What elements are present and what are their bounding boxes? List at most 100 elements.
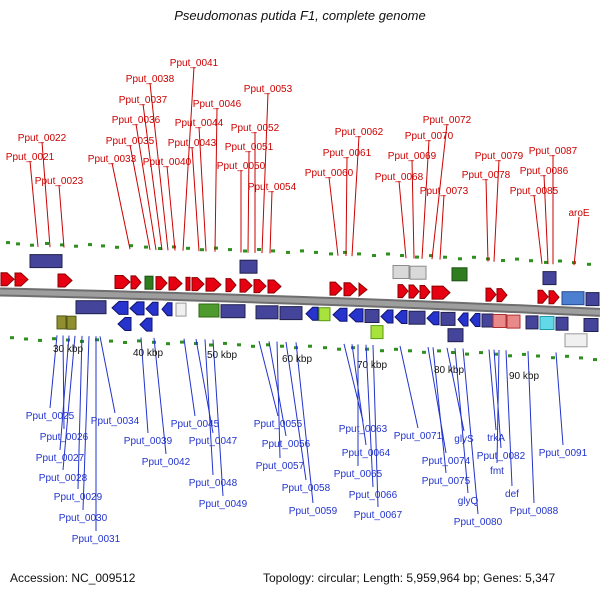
gene-arrow-forward: [14, 272, 29, 287]
tick-mark: [579, 356, 583, 360]
tick-mark: [508, 354, 512, 358]
tick-mark: [337, 347, 341, 351]
gene-arrow-reverse: [139, 317, 153, 332]
gene-label: trkA: [487, 433, 505, 444]
leader-line: [62, 335, 76, 471]
tick-mark: [209, 343, 213, 347]
gene-label: Pput_0040: [143, 157, 192, 168]
gene-arrow-forward: [225, 278, 237, 293]
leader-line: [285, 341, 307, 481]
tick-mark: [6, 241, 10, 245]
tick-mark: [144, 245, 148, 249]
gene-box: [440, 311, 456, 326]
gene-label: Pput_0054: [248, 182, 297, 193]
gene-box: [29, 254, 63, 269]
gene-arrow-forward: [253, 279, 267, 294]
gene-label: fmt: [490, 466, 504, 477]
gene-arrow-reverse: [161, 302, 173, 317]
leader-line: [195, 339, 214, 434]
gene-label: Pput_0026: [40, 432, 89, 443]
gene-arrow-forward: [537, 289, 549, 304]
tick-mark: [180, 340, 184, 344]
gene-label: Pput_0066: [349, 490, 398, 501]
gene-box: [542, 271, 557, 286]
leader-line: [59, 335, 70, 451]
gene-label: Pput_0065: [334, 469, 383, 480]
tick-mark: [501, 259, 505, 262]
leader-line: [247, 150, 250, 253]
gene-box: [561, 291, 585, 306]
scale-label: 70 kbp: [357, 360, 387, 371]
gene-arrow-forward: [267, 279, 282, 294]
gene-label: Pput_0035: [106, 136, 155, 147]
leader-line: [488, 349, 497, 431]
gene-label: Pput_0033: [88, 154, 137, 165]
gene-arrow-forward: [485, 287, 497, 302]
tick-mark: [109, 339, 113, 343]
gene-label: Pput_0074: [422, 456, 471, 467]
gene-box: [525, 315, 539, 330]
leader-line: [462, 348, 479, 515]
gene-arrow-reverse: [332, 307, 348, 322]
leader-line: [543, 174, 549, 265]
leader-line: [191, 146, 200, 252]
gene-arrow-forward: [205, 277, 222, 292]
tick-mark: [129, 244, 133, 248]
gene-arrow-reverse: [457, 312, 469, 327]
tick-mark: [422, 350, 426, 354]
gene-arrow-reverse: [145, 301, 159, 316]
tick-mark: [115, 245, 119, 249]
gene-box: [481, 313, 494, 328]
tick-mark: [166, 342, 170, 346]
scale-label: 40 kbp: [133, 348, 163, 359]
gene-arrow-forward: [431, 285, 451, 300]
tick-mark: [522, 352, 526, 356]
gene-label: Pput_0085: [510, 186, 559, 197]
gene-box: [408, 310, 426, 325]
scale-label: 80 kbp: [434, 365, 464, 376]
gene-box: [56, 315, 67, 330]
leader-line: [427, 347, 447, 454]
gene-box: [220, 304, 246, 319]
gene-arrow-forward: [343, 282, 358, 297]
tick-mark: [494, 352, 498, 356]
leader-line: [166, 165, 176, 251]
gene-label: Pput_0058: [282, 483, 331, 494]
leader-line: [269, 190, 273, 254]
gene-label: Pput_0044: [175, 118, 224, 129]
gene-label: Pput_0046: [193, 99, 242, 110]
tick-mark: [186, 246, 190, 250]
tick-mark: [24, 337, 28, 341]
gene-label: Pput_0050: [217, 161, 266, 172]
gene-arrow-reverse: [469, 313, 481, 327]
leader-line: [258, 340, 279, 417]
gene-label: Pput_0056: [262, 439, 311, 450]
tick-mark: [515, 257, 519, 261]
gene-arrow-forward: [496, 288, 508, 303]
leader-line: [41, 141, 51, 248]
tick-mark: [101, 244, 105, 248]
gene-label: Pput_0051: [225, 142, 274, 153]
tick-mark: [479, 351, 483, 355]
tick-mark: [400, 254, 404, 257]
gene-arrow-reverse: [305, 306, 319, 321]
tick-mark: [194, 342, 198, 345]
gene-box: [318, 307, 331, 322]
gene-arrow-forward: [114, 275, 131, 289]
accession-text: Accession: NC_009512: [10, 571, 136, 585]
gene-label: Pput_0025: [26, 411, 75, 422]
gene-arrow-reverse: [394, 310, 408, 324]
gene-label: Pput_0030: [59, 513, 108, 524]
gene-box: [75, 300, 107, 315]
gene-label: Pput_0063: [339, 424, 388, 435]
genome-axis: [0, 289, 600, 315]
gene-label: Pput_0062: [335, 127, 384, 138]
tick-mark: [380, 349, 384, 353]
gene-label: Pput_0029: [54, 492, 103, 503]
tick-mark: [458, 257, 462, 261]
tick-mark: [357, 252, 361, 256]
gene-label: Pput_0053: [244, 84, 293, 95]
leader-line: [142, 103, 163, 251]
gene-arrow-forward: [397, 284, 409, 299]
tick-mark: [394, 347, 398, 351]
